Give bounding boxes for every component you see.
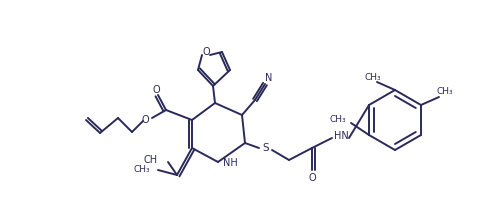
Text: CH: CH [144, 155, 158, 165]
Text: O: O [152, 85, 160, 95]
Text: S: S [262, 143, 269, 153]
Text: CH₃: CH₃ [133, 165, 150, 174]
Text: CH₃: CH₃ [364, 73, 380, 82]
Text: O: O [307, 173, 315, 183]
Text: HN: HN [333, 131, 348, 141]
Text: O: O [141, 115, 149, 125]
Text: CH₃: CH₃ [436, 88, 453, 97]
Text: O: O [202, 47, 210, 57]
Text: N: N [265, 73, 272, 83]
Text: CH₃: CH₃ [329, 116, 345, 125]
Text: NH: NH [222, 158, 237, 168]
